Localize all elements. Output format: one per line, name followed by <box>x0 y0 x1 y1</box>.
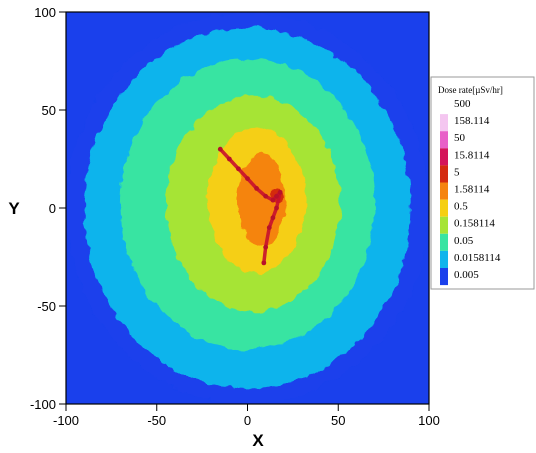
hotspot-point-3 <box>245 176 250 182</box>
legend-swatch-7 <box>440 216 448 234</box>
plot-area <box>66 12 429 404</box>
legend-level-4: 5 <box>454 166 460 178</box>
y-axis-label: Y <box>8 199 20 218</box>
x-axis-label: X <box>252 431 264 450</box>
hotspot-point-11 <box>266 225 272 231</box>
x-axis: -100 -50 0 50 100 <box>53 404 440 428</box>
hotspot-point-1 <box>226 156 232 162</box>
legend-level-2: 50 <box>454 132 466 144</box>
x-tick-label-3: 50 <box>331 413 345 428</box>
hotspot-point-13 <box>261 260 267 266</box>
hotspot-point-4 <box>254 186 259 191</box>
hotspot-point-0 <box>217 146 223 152</box>
contour-layers <box>66 12 429 404</box>
x-tick-label-2: 0 <box>244 413 251 428</box>
hotspot-point-6 <box>270 197 276 203</box>
legend-level-3: 15.8114 <box>454 149 490 161</box>
x-tick-label-4: 100 <box>418 413 440 428</box>
hotspot-point-10 <box>270 215 276 221</box>
y-tick-label-3: 50 <box>42 103 56 118</box>
legend-swatch-2 <box>440 131 448 149</box>
legend-swatch-6 <box>440 199 448 217</box>
legend-swatch-4 <box>440 165 448 183</box>
y-tick-label-2: 0 <box>49 201 56 216</box>
legend-box <box>430 76 535 290</box>
legend-level-5: 1.58114 <box>454 184 490 196</box>
hotspot-trace <box>217 146 283 266</box>
legend-level-9: 0.0158114 <box>454 252 501 264</box>
contour-level-5 <box>238 153 286 248</box>
colorbar-legend: Dose rate[µSv/hr] 500 158.114 50 15.8114 5 1.… <box>430 76 535 290</box>
legend-swatch-5 <box>440 182 448 200</box>
y-tick-label-0: -100 <box>30 397 56 412</box>
legend-swatch-3 <box>440 148 448 166</box>
x-tick-label-1: -50 <box>147 413 166 428</box>
legend-swatch-8 <box>440 233 448 251</box>
hotspot-point-9 <box>274 205 279 211</box>
legend-swatches: 500 158.114 50 15.8114 5 1.58114 0.5 0.158114 0.… <box>440 97 501 286</box>
hotspot-point-5 <box>263 193 269 199</box>
y-tick-label-1: -50 <box>37 299 56 314</box>
legend-swatch-9 <box>440 250 448 268</box>
legend-swatch-10 <box>440 268 448 286</box>
x-tick-label-0: -100 <box>53 413 79 428</box>
y-axis: -100 -50 0 50 100 <box>30 5 66 412</box>
legend-level-1: 158.114 <box>454 115 490 127</box>
legend-title: Dose rate[µSv/hr] <box>438 85 503 95</box>
legend-swatch-1 <box>440 114 448 132</box>
hotspot-point-12 <box>263 244 269 250</box>
legend-level-0: 500 <box>454 98 471 110</box>
y-tick-label-4: 100 <box>34 5 56 20</box>
legend-swatch-0 <box>440 97 448 115</box>
legend-level-10: 0.005 <box>454 269 479 281</box>
legend-level-6: 0.5 <box>454 201 468 213</box>
legend-level-8: 0.05 <box>454 235 474 247</box>
hotspot-point-8 <box>277 189 283 195</box>
hotspot-point-2 <box>236 166 241 172</box>
legend-level-7: 0.158114 <box>454 218 495 230</box>
hotspot-point-7 <box>274 193 279 199</box>
